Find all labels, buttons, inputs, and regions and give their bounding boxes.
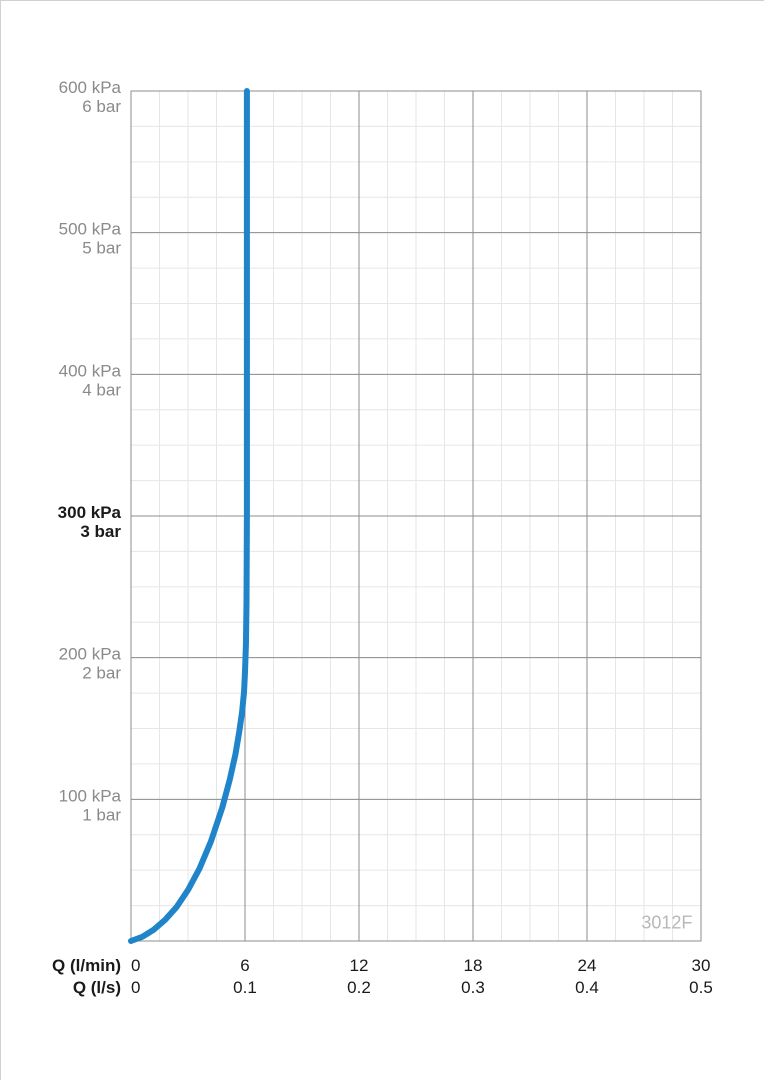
- ytick-kpa: 600 kPa: [59, 78, 122, 97]
- xtick-lmin: 24: [578, 956, 597, 975]
- ytick-bar: 5 bar: [82, 239, 121, 258]
- ytick-bar: 4 bar: [82, 380, 121, 399]
- ytick-kpa: 300 kPa: [58, 503, 122, 522]
- xtick-ls: 0.2: [347, 978, 371, 997]
- ytick-kpa: 200 kPa: [59, 645, 122, 664]
- ytick-bar: 3 bar: [80, 522, 121, 541]
- ytick-kpa: 400 kPa: [59, 361, 122, 380]
- xtick-lmin: 12: [350, 956, 369, 975]
- xlabel-lmin: Q (l/min): [52, 956, 121, 975]
- flow-pressure-chart: 100 kPa1 bar 200 kPa2 bar 300 kPa3 bar 400 …: [1, 1, 763, 1079]
- chart-svg: 100 kPa1 bar 200 kPa2 bar 300 kPa3 bar 400 …: [1, 1, 764, 1081]
- xtick-ls: 0.5: [689, 978, 713, 997]
- xtick-ls: 0.1: [233, 978, 257, 997]
- ytick-kpa: 100 kPa: [59, 786, 122, 805]
- xtick-lmin: 30: [692, 956, 711, 975]
- xlabel-ls: Q (l/s): [73, 978, 121, 997]
- ytick-bar: 1 bar: [82, 805, 121, 824]
- xtick-ls: 0.3: [461, 978, 485, 997]
- xtick-lmin: 6: [240, 956, 249, 975]
- ytick-bar: 2 bar: [82, 664, 121, 683]
- xtick-ls: 0.4: [575, 978, 599, 997]
- chart-watermark: 3012F: [641, 912, 692, 932]
- xtick-lmin: 18: [464, 956, 483, 975]
- ytick-bar: 6 bar: [82, 97, 121, 116]
- xtick-ls: 0: [131, 978, 140, 997]
- xtick-lmin: 0: [131, 956, 140, 975]
- ytick-kpa: 500 kPa: [59, 220, 122, 239]
